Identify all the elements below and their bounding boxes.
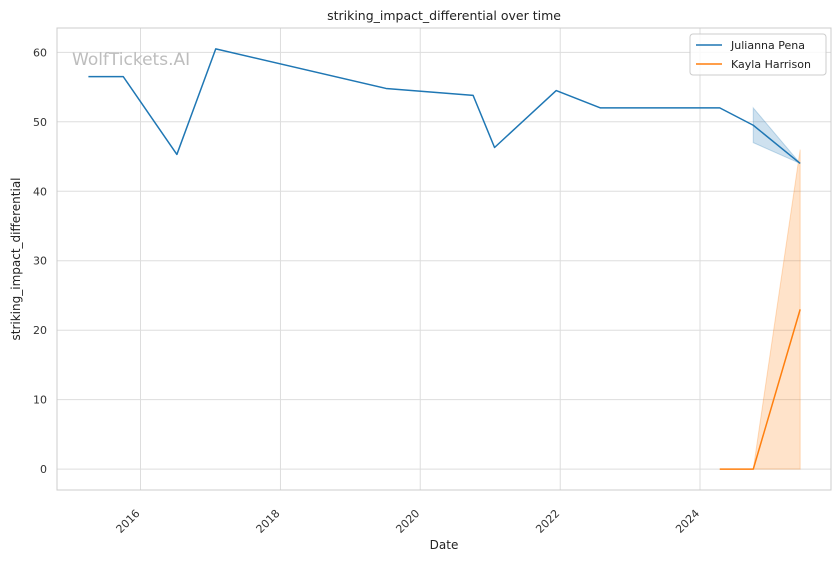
data-point-julianna-pena [384, 87, 387, 90]
y-tick-label: 60 [33, 46, 47, 59]
y-tick-label: 10 [33, 394, 47, 407]
x-tick-label: 2016 [114, 507, 143, 536]
data-point-julianna-pena [122, 75, 125, 78]
legend-label-julianna-pena: Julianna Pena [730, 39, 805, 52]
legend-label-kayla-harrison: Kayla Harrison [731, 58, 811, 71]
series-line-julianna-pena [88, 48, 801, 165]
y-tick-label: 0 [40, 463, 47, 476]
legend-box [689, 33, 827, 76]
x-tick-label: 2020 [393, 507, 422, 536]
y-tick-label: 50 [33, 116, 47, 129]
plot-frame [56, 27, 832, 491]
x-tick-label: 2018 [254, 507, 283, 536]
x-axis-label: Date [430, 538, 459, 552]
chart-title: striking_impact_differential over time [327, 8, 561, 23]
data-point-kayla-harrison [799, 308, 802, 311]
y-axis-label: striking_impact_differential [9, 177, 23, 340]
data-point-julianna-pena [752, 124, 755, 127]
data-point-julianna-pena [555, 89, 558, 92]
series-line-kayla-harrison [719, 309, 801, 470]
x-axis-ticks: 2016 2018 2020 2022 2024 [114, 507, 703, 536]
series-lines [87, 47, 802, 471]
y-tick-label: 30 [33, 255, 47, 268]
data-point-julianna-pena [214, 47, 217, 50]
confidence-bands [752, 106, 801, 470]
y-tick-label: 40 [33, 185, 47, 198]
data-point-julianna-pena [472, 94, 475, 97]
data-point-julianna-pena [87, 75, 90, 78]
y-tick-label: 20 [33, 324, 47, 337]
legend: Julianna Pena Kayla Harrison [689, 33, 827, 76]
x-tick-label: 2024 [673, 507, 702, 536]
y-axis-ticks: 0 10 20 30 40 50 60 [33, 46, 47, 476]
data-point-kayla-harrison [718, 468, 721, 471]
ci-band-kayla-harrison [752, 149, 801, 470]
data-point-julianna-pena [599, 106, 602, 109]
watermark: WolfTickets.AI [72, 50, 190, 70]
data-point-julianna-pena [493, 146, 496, 149]
ci-band-julianna-pena [752, 106, 801, 164]
data-point-julianna-pena [718, 106, 721, 109]
x-tick-label: 2022 [533, 507, 562, 536]
data-point-julianna-pena [175, 153, 178, 156]
gridlines [57, 28, 831, 490]
data-point-julianna-pena [799, 162, 802, 165]
data-point-kayla-harrison [752, 468, 755, 471]
